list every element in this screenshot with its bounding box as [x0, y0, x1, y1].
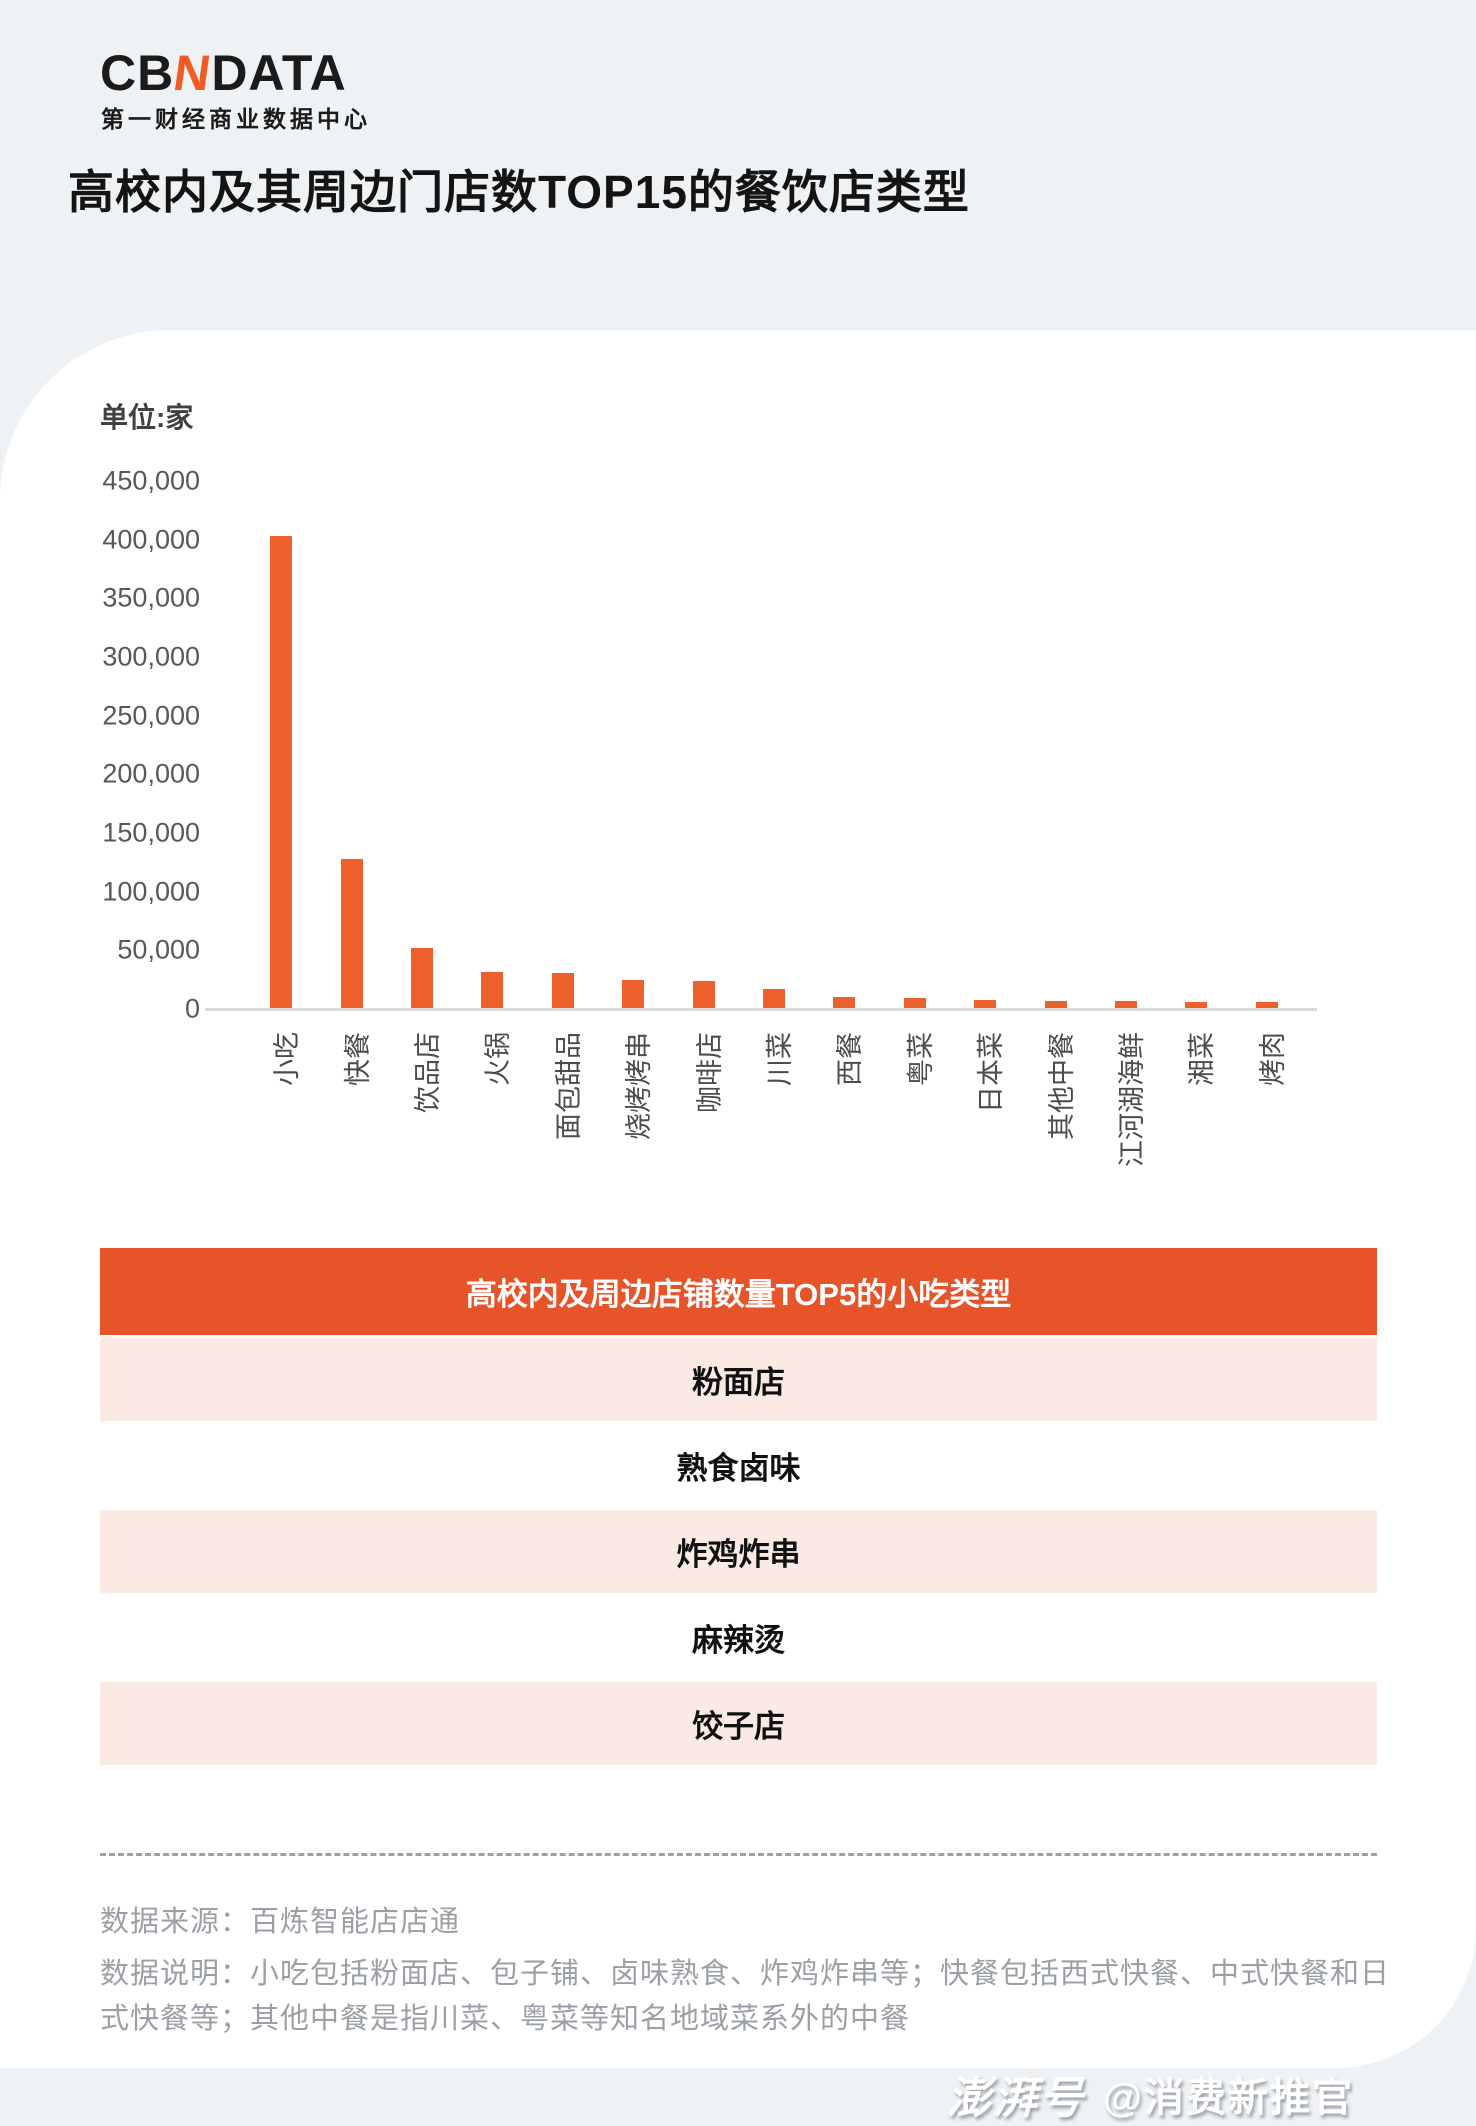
- logo-n: N: [170, 45, 216, 101]
- table-row: 麻辣烫: [100, 1593, 1377, 1679]
- data-source-text: 数据来源：百炼智能店店通: [100, 1906, 461, 1938]
- bar-slot: [528, 481, 598, 1009]
- bar: [411, 948, 434, 1009]
- chart-unit-label: 单位:家: [100, 402, 194, 433]
- table-row: 饺子店: [100, 1679, 1377, 1765]
- x-label-slot: 其他中餐: [1020, 1032, 1090, 1227]
- x-label-slot: 湘菜: [1161, 1032, 1231, 1227]
- y-tick-label: 350,000: [102, 582, 200, 613]
- bar-slot: [668, 481, 738, 1009]
- x-label-slot: 火锅: [457, 1032, 527, 1227]
- x-axis-label: 川菜: [764, 1032, 795, 1086]
- cbndata-logo: CBNDATA: [100, 45, 347, 101]
- x-label-slot: 江河湖海鲜: [1091, 1032, 1161, 1227]
- x-axis-label: 西餐: [835, 1032, 866, 1086]
- pengpai-badge: 澎湃号 @消费新推官: [947, 2066, 1354, 2123]
- x-axis-label: 烧烤烤串: [624, 1032, 655, 1140]
- bar: [551, 972, 574, 1009]
- x-axis-label: 烤肉: [1257, 1032, 1288, 1086]
- bar-slot: [1091, 481, 1161, 1009]
- x-label-slot: 日本菜: [950, 1032, 1020, 1227]
- x-axis-label: 面包甜品: [553, 1032, 584, 1140]
- bar-slot: [246, 481, 316, 1009]
- x-label-slot: 西餐: [809, 1032, 879, 1227]
- x-axis-label: 粤菜: [905, 1032, 936, 1086]
- y-tick-label: 150,000: [102, 817, 200, 848]
- x-label-slot: 咖啡店: [668, 1032, 738, 1227]
- bar-slot: [809, 481, 879, 1009]
- logo-data: DATA: [211, 45, 347, 101]
- x-axis-label: 饮品店: [412, 1032, 443, 1113]
- y-tick-label: 0: [184, 993, 200, 1024]
- x-axis-label: 江河湖海鲜: [1116, 1032, 1147, 1167]
- bar-slot: [1020, 481, 1090, 1009]
- y-tick-label: 250,000: [102, 700, 200, 731]
- bar: [763, 989, 786, 1009]
- table-header: 高校内及周边店铺数量TOP5的小吃类型: [100, 1248, 1377, 1335]
- table-row: 炸鸡炸串: [100, 1507, 1377, 1593]
- table-row: 粉面店: [100, 1335, 1377, 1421]
- bar: [622, 979, 645, 1009]
- x-label-slot: 快餐: [316, 1032, 386, 1227]
- x-axis-labels: 小吃 快餐 饮品店 火锅 面包甜品 烧烤烤串 咖啡店 川菜 西餐 粤菜 日本菜 其他中餐 江河湖海鲜 湘菜…: [246, 1032, 1302, 1227]
- x-axis-label: 快餐: [342, 1032, 373, 1086]
- bar-slot: [950, 481, 1020, 1009]
- x-label-slot: 烤肉: [1232, 1032, 1302, 1227]
- y-tick-label: 400,000: [102, 524, 200, 555]
- bar: [1255, 1002, 1278, 1009]
- bar: [692, 980, 715, 1009]
- x-label-slot: 小吃: [246, 1032, 316, 1227]
- bar-slot: [316, 481, 386, 1009]
- x-label-slot: 烧烤烤串: [598, 1032, 668, 1227]
- page-title: 高校内及其周边门店数TOP15的餐饮店类型: [68, 166, 970, 218]
- content-card: [0, 330, 1476, 2068]
- pengpai-logo: 澎湃号: [946, 2074, 1085, 2123]
- x-axis-line: [205, 1008, 1317, 1011]
- y-tick-label: 100,000: [102, 876, 200, 907]
- bar-slot: [739, 481, 809, 1009]
- bar: [270, 536, 293, 1009]
- x-label-slot: 面包甜品: [528, 1032, 598, 1227]
- bar: [1185, 1001, 1208, 1009]
- x-axis-label: 其他中餐: [1046, 1032, 1077, 1140]
- bar-slot: [880, 481, 950, 1009]
- top5-snack-table: 高校内及周边店铺数量TOP5的小吃类型 粉面店 熟食卤味 炸鸡炸串 麻辣烫 饺子店: [100, 1248, 1377, 1765]
- x-axis-label: 湘菜: [1187, 1032, 1218, 1086]
- y-tick-label: 50,000: [117, 934, 200, 965]
- x-label-slot: 粤菜: [880, 1032, 950, 1227]
- x-axis-label: 咖啡店: [694, 1032, 725, 1113]
- bar: [1115, 1001, 1138, 1009]
- x-label-slot: 川菜: [739, 1032, 809, 1227]
- account-handle: @消费新推官: [1102, 2076, 1354, 2120]
- x-axis-label: 小吃: [272, 1032, 303, 1086]
- bar: [1044, 1000, 1067, 1009]
- logo-cb: CB: [100, 45, 175, 101]
- x-label-slot: 饮品店: [387, 1032, 457, 1227]
- data-note-text: 数据说明：小吃包括粉面店、包子铺、卤味熟食、炸鸡炸串等；快餐包括西式快餐、中式快…: [100, 1958, 1391, 2035]
- bar: [340, 858, 363, 1009]
- y-tick-label: 450,000: [102, 465, 200, 496]
- y-axis-ticks: 450,000 400,000 350,000 300,000 250,000 200,0…: [0, 466, 200, 1024]
- dashed-separator: [100, 1853, 1377, 1856]
- bar-slot: [457, 481, 527, 1009]
- bar: [481, 971, 504, 1009]
- bar-slot: [1161, 481, 1231, 1009]
- table-row: 熟食卤味: [100, 1421, 1377, 1507]
- bar: [974, 999, 997, 1009]
- brand-tagline: 第一财经商业数据中心: [101, 106, 371, 132]
- bar: [903, 997, 926, 1009]
- x-axis-label: 火锅: [483, 1032, 514, 1086]
- y-tick-label: 200,000: [102, 758, 200, 789]
- bar-slot: [598, 481, 668, 1009]
- x-axis-label: 日本菜: [976, 1032, 1007, 1113]
- bar-chart-plot: [246, 481, 1302, 1009]
- bar-slot: [1232, 481, 1302, 1009]
- bar: [833, 997, 856, 1009]
- bar-slot: [387, 481, 457, 1009]
- y-tick-label: 300,000: [102, 641, 200, 672]
